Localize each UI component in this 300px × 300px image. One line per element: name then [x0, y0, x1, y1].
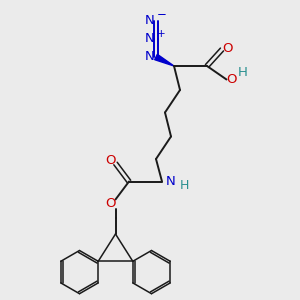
Text: H: H [238, 66, 248, 80]
Polygon shape [155, 54, 174, 66]
Text: N: N [145, 50, 154, 64]
Text: O: O [226, 73, 237, 86]
Text: O: O [105, 154, 115, 167]
Text: N: N [145, 32, 154, 46]
Text: O: O [105, 196, 115, 210]
Text: N: N [145, 14, 154, 28]
Text: N: N [166, 175, 176, 188]
Text: O: O [222, 41, 232, 55]
Text: H: H [180, 178, 189, 192]
Text: +: + [157, 28, 166, 39]
Text: −: − [157, 8, 166, 21]
